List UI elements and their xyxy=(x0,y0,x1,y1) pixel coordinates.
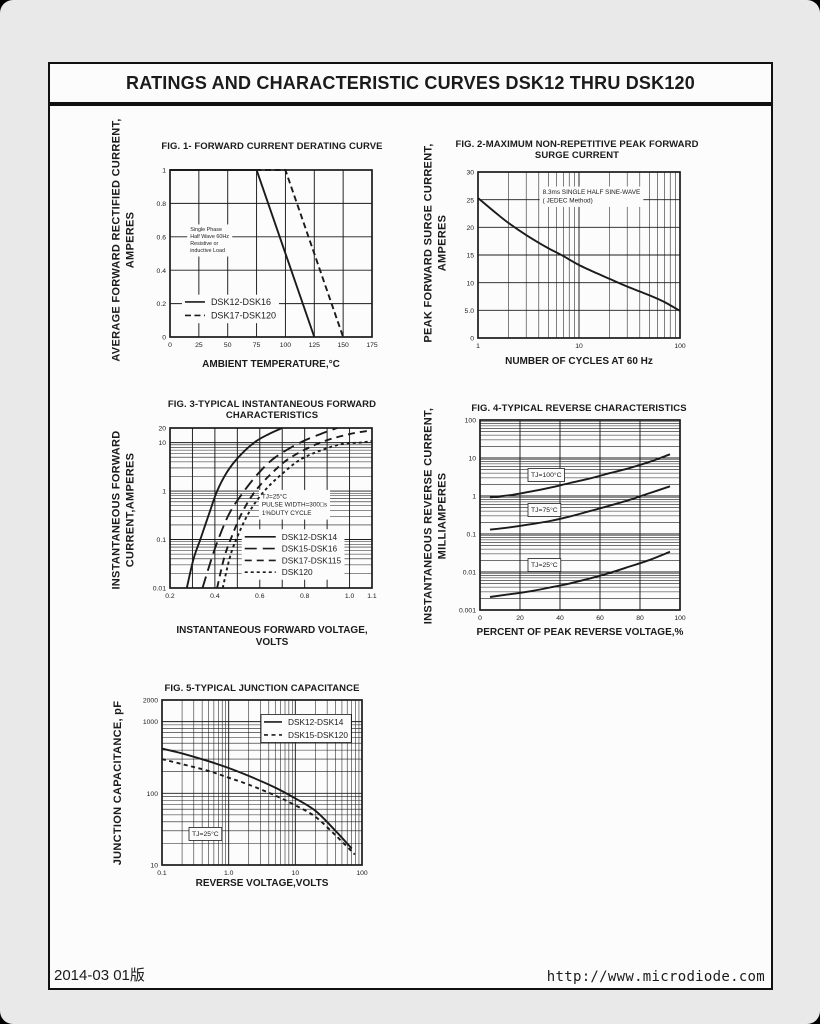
svg-text:60: 60 xyxy=(596,615,604,622)
svg-text:20: 20 xyxy=(516,615,524,622)
fig5-x-axis-title: REVERSE VOLTAGE,VOLTS xyxy=(195,878,329,889)
svg-text:0.001: 0.001 xyxy=(459,608,476,615)
fig5-y-axis-title: JUNCTION CAPACITANCE, pF xyxy=(112,700,125,866)
svg-text:DSK15-DSK120: DSK15-DSK120 xyxy=(288,730,348,740)
svg-text:0.8: 0.8 xyxy=(157,201,167,208)
svg-text:175: 175 xyxy=(366,342,378,349)
fig3-x-axis-title: INSTANTANEOUS FORWARD VOLTAGE, VOLTS xyxy=(176,625,368,648)
svg-text:TJ=75°C: TJ=75°C xyxy=(531,506,558,514)
svg-text:0.6: 0.6 xyxy=(255,593,265,600)
svg-text:10: 10 xyxy=(150,863,158,870)
svg-text:2000: 2000 xyxy=(143,698,158,705)
svg-text:20: 20 xyxy=(466,225,474,232)
svg-text:1000: 1000 xyxy=(143,719,158,726)
svg-text:100: 100 xyxy=(674,615,686,622)
svg-text:1.0: 1.0 xyxy=(224,870,234,877)
fig5-title: FIG. 5-TYPICAL JUNCTION CAPACITANCE xyxy=(164,683,360,694)
svg-text:100: 100 xyxy=(356,870,368,877)
fig1-y-axis-title: AVERAGE FORWARD RECTIFIED CURRENT, AMPER… xyxy=(110,118,136,362)
svg-text:DSK15-DSK16: DSK15-DSK16 xyxy=(282,544,338,554)
svg-text:0.01: 0.01 xyxy=(463,570,476,577)
svg-text:25: 25 xyxy=(195,342,203,349)
svg-text:75: 75 xyxy=(253,342,261,349)
svg-text:0.6: 0.6 xyxy=(157,234,167,241)
svg-text:1: 1 xyxy=(162,489,166,496)
svg-text:1.0: 1.0 xyxy=(345,593,355,600)
fig2-title: FIG. 2-MAXIMUM NON-REPETITIVE PEAK FORWA… xyxy=(455,139,699,162)
fig5-chart: TJ=25°C DSK12-DSK14 DSK15-DSK120 0.1 1.0 10 10… xyxy=(143,698,368,877)
svg-text:0.1: 0.1 xyxy=(467,532,477,539)
svg-text:0.01: 0.01 xyxy=(153,586,166,593)
fig1-x-axis-title: AMBIENT TEMPERATURE,°C xyxy=(202,359,340,370)
svg-text:TJ=100°C: TJ=100°C xyxy=(531,471,562,479)
svg-text:DSK120: DSK120 xyxy=(282,567,313,577)
svg-text:15: 15 xyxy=(466,253,474,260)
svg-text:DSK12-DSK16: DSK12-DSK16 xyxy=(211,297,271,307)
svg-text:150: 150 xyxy=(337,342,349,349)
svg-text:0: 0 xyxy=(478,615,482,622)
svg-text:10: 10 xyxy=(158,440,166,447)
svg-text:8.3ms SINGLE HALF SINE-WAVE( J: 8.3ms SINGLE HALF SINE-WAVE( JEDEC Metho… xyxy=(543,189,641,204)
svg-text:100: 100 xyxy=(147,791,159,798)
content-box xyxy=(48,104,773,990)
fig4-x-axis-title: PERCENT OF PEAK REVERSE VOLTAGE,% xyxy=(476,627,684,638)
svg-text:10: 10 xyxy=(466,280,474,287)
svg-text:10: 10 xyxy=(292,870,300,877)
svg-text:DSK12-DSK14: DSK12-DSK14 xyxy=(288,717,344,727)
svg-text:30: 30 xyxy=(466,170,474,177)
svg-text:10: 10 xyxy=(575,343,583,350)
svg-text:0.8: 0.8 xyxy=(300,593,310,600)
svg-text:5.0: 5.0 xyxy=(465,308,475,315)
svg-text:0.1: 0.1 xyxy=(157,870,167,877)
svg-text:DSK17-DSK120: DSK17-DSK120 xyxy=(211,311,276,321)
fig2-chart: 8.3ms SINGLE HALF SINE-WAVE( JEDEC Metho… xyxy=(465,170,686,350)
svg-text:20: 20 xyxy=(158,426,166,433)
svg-text:0.4: 0.4 xyxy=(157,268,167,275)
fig3-title: FIG. 3-TYPICAL INSTANTANEOUS FORWARD CHA… xyxy=(167,399,377,422)
svg-text:125: 125 xyxy=(309,342,321,349)
fig3-y-axis-title: INSTANTANEOUS FORWARD CURRENT,AMPERES xyxy=(110,430,136,590)
svg-text:TJ=25°C: TJ=25°C xyxy=(192,830,219,838)
svg-text:25: 25 xyxy=(466,197,474,204)
fig2-x-axis-title: NUMBER OF CYCLES AT 60 Hz xyxy=(505,356,653,367)
svg-text:100: 100 xyxy=(674,343,686,350)
svg-text:DSK17-DSK115: DSK17-DSK115 xyxy=(282,555,342,565)
svg-text:100: 100 xyxy=(280,342,292,349)
fig4-chart: TJ=100°C TJ=75°C TJ=25°C 0 20 40 60 80 100 0.001 0… xyxy=(459,418,686,622)
svg-text:100: 100 xyxy=(465,418,477,425)
fig1-title: FIG. 1- FORWARD CURRENT DERATING CURVE xyxy=(161,141,383,152)
svg-text:10: 10 xyxy=(468,456,476,463)
svg-text:1: 1 xyxy=(476,343,480,350)
page-title: RATINGS AND CHARACTERISTIC CURVES DSK12 … xyxy=(48,62,773,104)
svg-text:TJ=25°C: TJ=25°C xyxy=(531,561,558,569)
svg-text:1: 1 xyxy=(472,494,476,501)
svg-text:1: 1 xyxy=(162,168,166,175)
fig4-title: FIG. 4-TYPICAL REVERSE CHARACTERISTICS xyxy=(471,403,687,414)
svg-text:40: 40 xyxy=(556,615,564,622)
svg-text:0.2: 0.2 xyxy=(165,593,175,600)
svg-text:0: 0 xyxy=(470,336,474,343)
svg-text:DSK12-DSK14: DSK12-DSK14 xyxy=(282,532,338,542)
svg-text:0.2: 0.2 xyxy=(157,301,167,308)
svg-text:80: 80 xyxy=(636,615,644,622)
fig1-chart: Single Phase Half Wave 60Hz Resistive or in… xyxy=(157,168,378,349)
svg-text:0: 0 xyxy=(168,342,172,349)
svg-text:0.1: 0.1 xyxy=(157,537,167,544)
svg-text:0: 0 xyxy=(162,335,166,342)
fig3-chart: TJ=25°C PULSE WIDTH=300□s 1%DUTY CYCLE DSK1… xyxy=(153,426,377,600)
svg-text:0.4: 0.4 xyxy=(210,593,220,600)
svg-text:50: 50 xyxy=(224,342,232,349)
svg-text:1.1: 1.1 xyxy=(367,593,377,600)
